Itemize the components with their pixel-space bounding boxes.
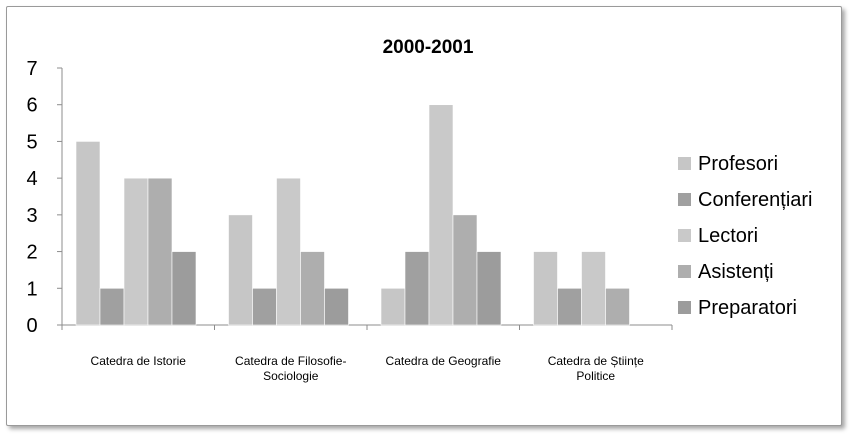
chart-bars (75, 104, 630, 326)
x-tick-label: Catedra de Istorie (91, 354, 187, 368)
legend-label: Lectori (698, 225, 758, 247)
x-tick-label: Catedra de Științe (548, 354, 644, 368)
chart-title: 2000-2001 (383, 37, 474, 58)
x-tick-label: Politice (576, 369, 615, 383)
bar-profesori-1 (228, 214, 253, 326)
y-tick-label: 2 (26, 242, 37, 264)
y-tick-label: 6 (26, 95, 37, 117)
bar-lectori-3 (581, 251, 606, 326)
bar-profesori-0 (75, 141, 101, 326)
bar-asisten-i-1 (300, 251, 325, 326)
y-tick-label: 7 (26, 58, 37, 80)
bar-lectori-0 (123, 177, 149, 326)
bar-asisten-i-0 (147, 177, 173, 326)
bar-asisten-i-2 (452, 214, 478, 326)
x-tick-label: Sociologie (263, 369, 319, 383)
bar-preparatori-2 (476, 251, 502, 326)
bar-profesori-3 (533, 251, 558, 326)
bar-preparatori-1 (324, 287, 349, 326)
y-tick-label: 0 (26, 315, 37, 337)
legend-label: Profesori (698, 153, 778, 175)
x-tick-label: Catedra de Geografie (386, 354, 502, 368)
bar-lectori-2 (428, 104, 454, 326)
bar-conferen-iari-1 (252, 287, 277, 326)
x-axis-labels: Catedra de Istorie Catedra de Filosofie-S… (91, 354, 645, 383)
y-tick-label: 5 (26, 131, 37, 153)
x-tick-label: Catedra de Filosofie- (235, 354, 346, 368)
y-tick-label: 3 (26, 205, 37, 227)
legend-swatch (678, 229, 691, 242)
chart-legend: Profesori Conferențiari Lectori Asistenți Pr… (678, 153, 813, 319)
legend-swatch (678, 193, 691, 206)
bar-conferen-iari-2 (404, 251, 430, 326)
bar-conferen-iari-0 (99, 287, 125, 326)
legend-label: Preparatori (698, 297, 797, 319)
bar-preparatori-0 (171, 251, 197, 326)
legend-swatch (678, 157, 691, 170)
legend-swatch (678, 301, 691, 314)
bar-profesori-2 (380, 287, 406, 326)
legend-swatch (678, 265, 691, 278)
bar-lectori-1 (276, 177, 301, 326)
bar-conferen-iari-3 (557, 287, 582, 326)
legend-label: Asistenți (698, 261, 774, 283)
bar-asisten-i-3 (605, 287, 630, 326)
y-tick-label: 4 (26, 168, 37, 190)
legend-label: Conferențiari (698, 189, 813, 211)
y-tick-label: 1 (26, 278, 37, 300)
